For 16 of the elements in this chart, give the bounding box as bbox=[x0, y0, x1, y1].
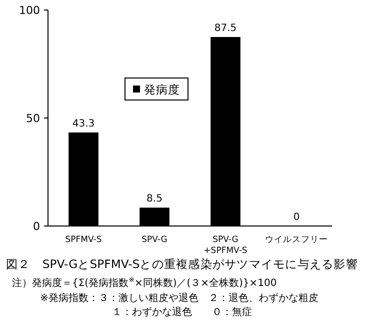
y-tick-label: 100 bbox=[19, 4, 40, 17]
x-tick-label: SPV-G bbox=[142, 235, 168, 245]
text: 図２ SPV-GとSPFMV-Sとの重複感染がサツマイモに与える影響 bbox=[6, 257, 358, 271]
y-tick-label: 0 bbox=[33, 220, 40, 233]
x-tick-label: ウイルスフリー bbox=[265, 235, 328, 245]
y-tick-label: 50 bbox=[26, 112, 40, 125]
data-label: 8.5 bbox=[146, 194, 162, 205]
data-label: 0 bbox=[293, 212, 300, 223]
x-tick-label: SPFMV-S bbox=[65, 235, 102, 245]
text: 注）発病度＝{Σ(発病指数$^{※}$×同株数)／(３×全株数)}×100 bbox=[12, 276, 277, 289]
legend-label: 発病度 bbox=[144, 82, 180, 96]
data-label: 43.3 bbox=[72, 118, 95, 130]
text: ※発病指数：３：激しい粗皮や退色 ２：退色、わずかな粗皮 bbox=[40, 292, 318, 304]
x-tick-label: SPV-G +SPFMV-S bbox=[204, 235, 248, 256]
data-label: 87.5 bbox=[214, 23, 237, 34]
text: １：わずかな退色 ０：無症 bbox=[112, 306, 252, 318]
